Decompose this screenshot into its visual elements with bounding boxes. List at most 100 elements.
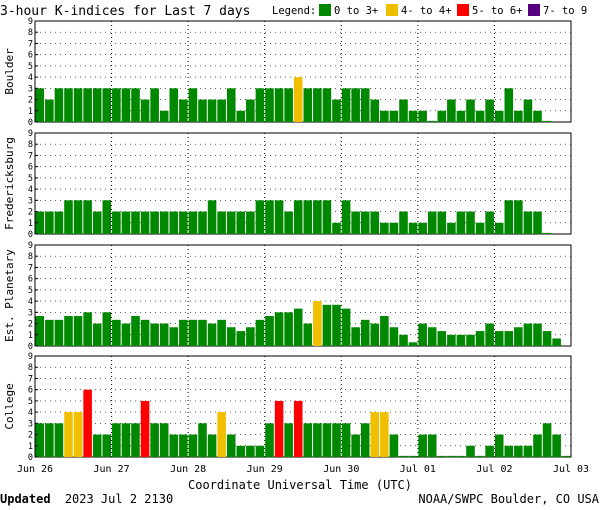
y-tick-label: 7 [28,374,33,384]
k-index-bar [542,232,552,234]
k-index-bar [284,312,293,346]
k-index-bar [64,412,73,457]
k-index-bar [456,211,466,234]
k-index-bar [408,455,418,457]
k-index-bar [140,211,150,234]
y-tick-label: 3 [28,308,33,318]
station-label: Fredericksburg [3,137,16,230]
k-index-bar [64,200,73,234]
y-tick-label: 6 [28,51,33,61]
y-tick-label: 5 [28,286,33,296]
y-tick-label: 4 [28,408,33,418]
k-index-bar [121,211,131,234]
k-index-bar [217,99,226,122]
k-index-bar [169,327,179,346]
k-index-bar [389,110,399,122]
k-index-bar [236,211,246,234]
k-index-bar [255,445,265,457]
k-index-bar [523,211,533,234]
x-tick-label: Jul 01 [400,464,436,475]
k-index-bar [150,423,159,457]
x-axis-ticks: Jun 26 Jun 27 Jun 28 Jun 29 Jun 30 Jul 01 Jul … [17,464,589,475]
k-index-bar [466,211,475,234]
k-index-bar [408,342,418,346]
k-index-bar [380,412,389,457]
k-index-bar [121,323,131,346]
k-index-bar [332,304,341,346]
y-tick-label: 4 [28,185,33,195]
k-index-bar [542,331,552,346]
k-index-bar [542,423,552,457]
y-tick-label: 5 [28,397,33,407]
k-index-bar [121,423,131,457]
x-tick-label: Jun 27 [94,464,130,475]
y-tick-label: 6 [28,163,33,173]
k-index-bar [188,88,198,122]
k-index-bar [112,423,121,457]
y-tick-label: 0 [28,453,33,463]
k-index-bar [140,319,150,346]
k-index-bar [92,323,102,346]
k-index-bar [102,88,112,122]
k-index-bar [284,211,293,234]
k-index-bar [159,323,169,346]
legend-label: Legend: [272,5,316,17]
k-index-bar [360,319,370,346]
k-index-bar [246,445,255,457]
k-index-bar [456,334,466,346]
k-index-bar [131,88,140,122]
k-index-bar [313,88,322,122]
x-tick-label: Jun 30 [323,464,359,475]
k-index-bar [284,88,293,122]
legend-swatch-2 [457,4,469,16]
k-index-bar [150,211,159,234]
y-tick-label: 0 [28,342,33,352]
k-index-bar [322,423,332,457]
x-tick-label: Jul 03 [553,464,589,475]
k-index-bar [83,88,92,122]
k-index-bar [322,200,332,234]
k-index-bar [293,200,303,234]
k-index-bar [131,211,140,234]
k-index-bar [360,211,370,234]
k-index-bar [514,445,523,457]
k-index-bar [389,327,399,346]
k-index-bar [121,88,131,122]
k-index-bar [102,434,112,457]
k-index-bar [159,423,169,457]
legend-item-3: 7- to 9 [543,5,587,17]
k-index-bar [380,316,389,346]
chart-title: 3-hour K-indices for Last 7 days [0,4,250,19]
k-index-bar [293,308,303,346]
y-tick-label: 4 [28,297,33,307]
k-index-bar [169,434,179,457]
k-index-bar [217,211,226,234]
k-index-bar [351,434,360,457]
k-index-bar [341,308,351,346]
k-index-bar [159,211,169,234]
k-index-bar [35,211,45,234]
y-tick-label: 2 [28,431,33,441]
k-index-bar [303,88,313,122]
y-tick-label: 1 [28,219,33,229]
k-index-bar [303,323,313,346]
y-tick-label: 6 [28,386,33,396]
k-index-bar [64,88,73,122]
k-index-bar [418,110,427,122]
y-tick-label: 7 [28,39,33,49]
k-index-bar [45,319,54,346]
y-tick-label: 5 [28,174,33,184]
k-index-bar [332,423,341,457]
k-index-bar [246,327,255,346]
k-index-bar [504,331,514,346]
k-index-bar [92,88,102,122]
k-index-bar [351,327,360,346]
k-index-bar [523,99,533,122]
k-index-bar [447,334,456,346]
y-tick-label: 3 [28,196,33,206]
k-index-bar [485,211,494,234]
